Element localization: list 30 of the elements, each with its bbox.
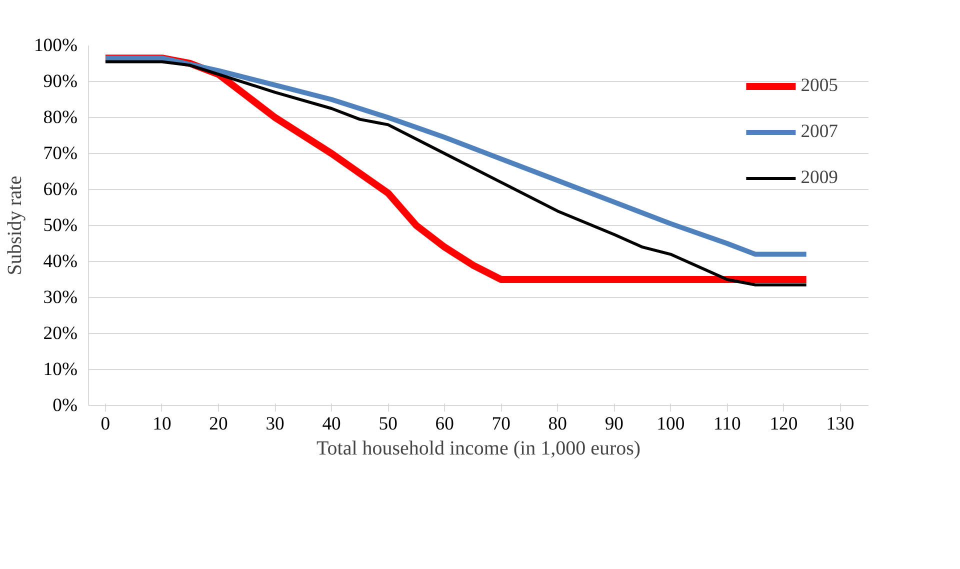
x-tick-label: 90 — [604, 414, 624, 434]
x-tick-label: 80 — [548, 414, 567, 434]
x-tick-label: 130 — [826, 414, 854, 434]
y-tick-label: 0% — [52, 395, 78, 416]
x-tick-label: 30 — [266, 414, 284, 434]
x-tick-label: 40 — [322, 414, 341, 434]
y-tick-label: 100% — [34, 35, 78, 56]
y-tick-label: 60% — [43, 179, 78, 200]
x-tick-label: 60 — [435, 414, 454, 434]
x-tick-label: 120 — [770, 414, 798, 434]
x-tick-label: 100 — [656, 414, 685, 434]
x-tick-label: 70 — [492, 414, 510, 434]
x-tick-label: 20 — [209, 414, 228, 434]
y-tick-label: 70% — [43, 143, 78, 164]
legend-label: 2007 — [800, 121, 838, 143]
y-tick-label: 40% — [43, 251, 78, 272]
legend-label: 2005 — [800, 75, 838, 97]
y-tick-label: 90% — [43, 71, 78, 92]
y-axis-title: Subsidy rate — [4, 176, 26, 276]
y-tick-label: 30% — [43, 287, 78, 308]
y-tick-label: 80% — [43, 107, 78, 128]
legend-label: 2009 — [800, 167, 838, 189]
y-tick-label: 10% — [43, 359, 78, 380]
x-tick-label: 10 — [152, 414, 172, 434]
y-tick-label: 50% — [43, 215, 78, 236]
x-tick-label: 0 — [100, 414, 110, 434]
y-tick-label: 20% — [43, 323, 78, 344]
x-tick-label: 50 — [378, 414, 398, 434]
x-tick-label: 110 — [714, 414, 741, 434]
x-axis-title: Total household income (in 1,000 euros) — [316, 438, 641, 460]
